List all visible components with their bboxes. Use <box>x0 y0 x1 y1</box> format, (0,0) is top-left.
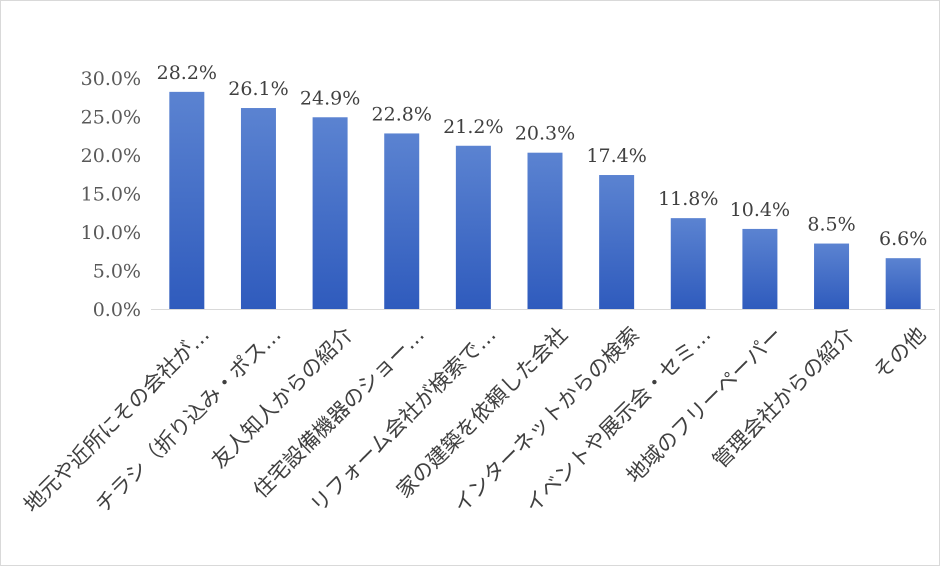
y-tick-label: 0.0% <box>93 299 141 321</box>
data-label: 24.9% <box>300 87 360 109</box>
bar <box>885 258 921 309</box>
x-axis: 地元や近所にその会社が…チラシ（折り込み・ポス…友人知人からの紹介住宅設備機器の… <box>19 322 930 517</box>
bar <box>599 175 635 309</box>
y-tick-label: 20.0% <box>81 145 141 167</box>
x-tick-label: その他 <box>869 322 931 384</box>
y-tick-label: 25.0% <box>81 107 141 129</box>
data-label: 28.2% <box>157 62 217 84</box>
data-label: 6.6% <box>879 228 927 250</box>
bar <box>312 117 348 310</box>
data-label: 22.8% <box>372 103 432 125</box>
data-label: 17.4% <box>586 145 646 167</box>
bar <box>670 218 706 309</box>
data-label: 20.3% <box>515 123 575 145</box>
data-label: 10.4% <box>730 199 790 221</box>
x-tick-label: 管理会社からの紹介 <box>708 322 859 473</box>
y-tick-label: 10.0% <box>81 222 141 244</box>
data-label: 11.8% <box>658 188 718 210</box>
y-tick-label: 5.0% <box>93 261 141 283</box>
data-label: 21.2% <box>443 116 503 138</box>
y-axis: 0.0% 5.0% 10.0% 15.0% 20.0% 25.0% 30.0% <box>81 68 141 321</box>
y-tick-label: 30.0% <box>81 68 141 90</box>
bar <box>742 228 778 309</box>
bar <box>240 108 276 309</box>
bar <box>169 91 205 309</box>
data-label: 26.1% <box>228 78 288 100</box>
bar <box>384 133 420 309</box>
bar <box>455 145 491 309</box>
x-tick-label: 友人知人からの紹介 <box>207 322 358 473</box>
bar <box>814 243 850 309</box>
bar <box>527 152 563 309</box>
data-label: 8.5% <box>807 214 855 236</box>
y-tick-label: 15.0% <box>81 184 141 206</box>
data-labels-group: 28.2% 26.1% 24.9% 22.8% 21.2% 20.3% 17.4% 11.8%… <box>157 62 928 250</box>
bars-group <box>169 91 921 310</box>
